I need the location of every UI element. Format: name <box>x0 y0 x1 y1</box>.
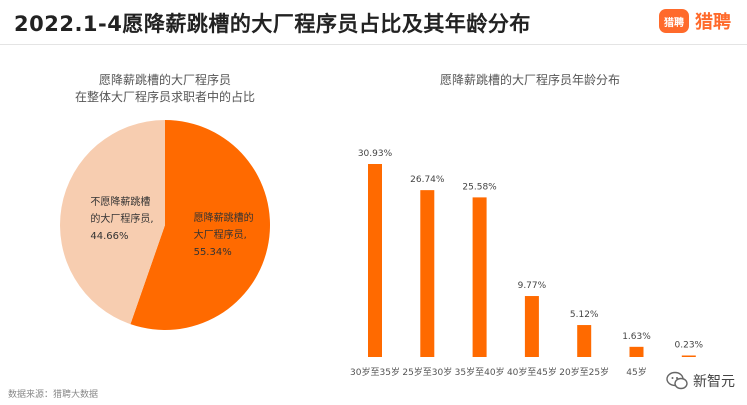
bar-value-label: 1.63% <box>622 332 651 342</box>
pie-chart-title: 愿降薪跳槽的大厂程序员 在整体大厂程序员求职者中的占比 <box>30 72 300 106</box>
bar <box>681 355 696 357</box>
pie-slice-label: 不愿降薪跳槽 <box>90 195 150 208</box>
chat-bubble-icon <box>666 371 688 390</box>
bar-value-label: 30.93% <box>358 149 393 159</box>
bar-value-label: 25.58% <box>462 182 497 192</box>
pie-slice-label: 的大厂程序员, <box>90 212 153 225</box>
pie-slice <box>130 120 270 330</box>
watermark: 新智元 <box>666 371 735 391</box>
pie-value-label: 44.66% <box>90 231 128 242</box>
bar <box>472 197 487 357</box>
bar-category-label: 25岁至30岁 <box>402 366 452 378</box>
bar-value-label: 26.74% <box>410 175 445 185</box>
pie-slice <box>60 120 165 325</box>
pie-value-label: 55.34% <box>194 247 232 258</box>
logo-text: 猎聘 <box>695 12 731 33</box>
pie-title-line-2: 在整体大厂程序员求职者中的占比 <box>74 90 255 104</box>
bar <box>524 296 539 357</box>
bar-chart-title: 愿降薪跳槽的大厂程序员年龄分布 <box>439 73 620 87</box>
title-divider <box>0 44 747 45</box>
pie-title-line-1: 愿降薪跳槽的大厂程序员 <box>98 73 231 87</box>
bar <box>420 190 435 357</box>
bar-category-label: 30岁至35岁 <box>350 366 400 378</box>
bar <box>368 164 382 357</box>
bar-category-label: 45岁 <box>626 366 646 378</box>
bar-category-label: 35岁至40岁 <box>455 366 505 378</box>
bar-category-label: 20岁至25岁 <box>559 366 609 378</box>
brand-logo: 猎聘 猎聘 <box>659 8 731 34</box>
data-source-note: 数据来源：猎聘大数据 <box>8 390 99 400</box>
page-title: 2022.1-4愿降薪跳槽的大厂程序员占比及其年龄分布 <box>14 12 531 36</box>
pie-slice-label: 大厂程序员, <box>194 228 247 241</box>
bar-value-label: 9.77% <box>518 281 547 291</box>
bar-value-label: 5.12% <box>570 310 599 320</box>
bar <box>629 346 644 357</box>
bar-category-label: 40岁至45岁 <box>507 366 557 378</box>
pie-slice-label: 愿降薪跳槽的 <box>194 211 254 224</box>
bar <box>577 325 592 357</box>
logo-badge: 猎聘 <box>659 9 689 33</box>
bar-value-label: 0.23% <box>675 341 704 351</box>
watermark-text: 新智元 <box>693 374 735 390</box>
